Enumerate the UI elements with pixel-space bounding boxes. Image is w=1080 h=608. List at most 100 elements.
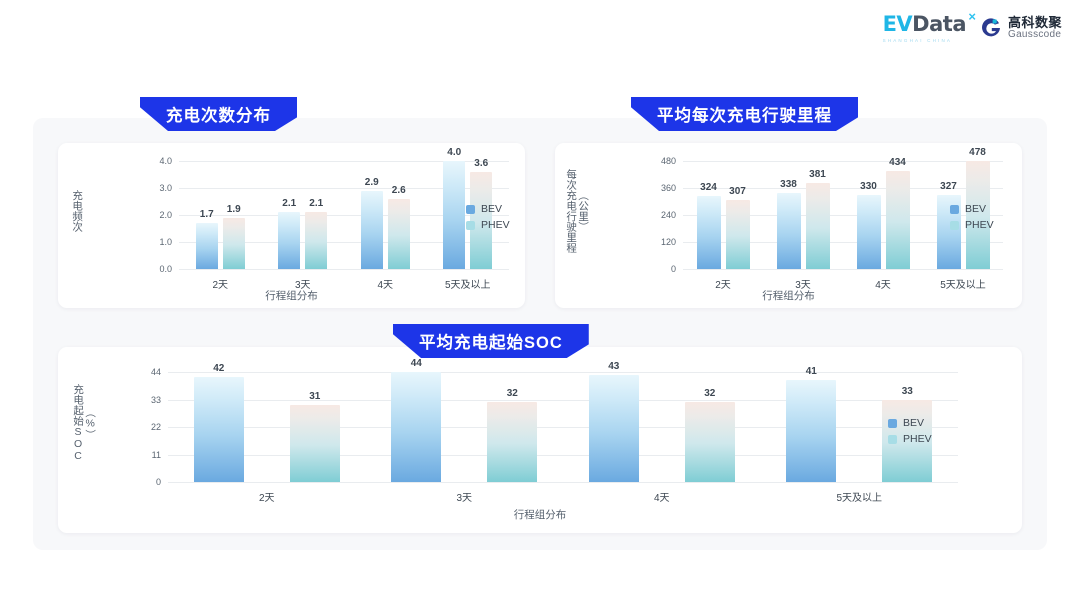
gridline bbox=[168, 482, 958, 483]
bar-bev-3 bbox=[443, 161, 466, 269]
plot-area-avg-start-soc: 0 11 22 33 44 42 31 2天 44 32 3天 43 32 4天 41 33 5天及以上 bbox=[151, 358, 958, 504]
x-axis-tick-label: 4天 bbox=[377, 280, 394, 291]
bar-value-label: 4.0 bbox=[447, 147, 462, 158]
bar-phev-2 bbox=[684, 402, 735, 482]
bar-bev-0 bbox=[195, 223, 218, 269]
gausscode-text: 高科数聚 Gausscode bbox=[1008, 16, 1062, 40]
gausscode-logo-icon bbox=[980, 17, 1002, 39]
bar-bev-1 bbox=[391, 372, 442, 482]
bar-value-label: 2.1 bbox=[282, 198, 297, 210]
gridline bbox=[179, 188, 509, 189]
x-axis-tick-label: 2天 bbox=[258, 493, 275, 504]
gridline bbox=[179, 215, 509, 216]
gridline bbox=[179, 269, 509, 270]
chart-card-avg-start-soc: 0 11 22 33 44 42 31 2天 44 32 3天 43 32 4天 41 33 5天及以上 充电起始… bbox=[58, 347, 1022, 533]
legend-label: BEV bbox=[481, 203, 503, 215]
bar-value-label: 43 bbox=[608, 360, 620, 372]
bar-value-label: 42 bbox=[213, 363, 225, 374]
x-axis-tick-label: 5天及以上 bbox=[444, 280, 491, 291]
x-axis-tick-label: 3天 bbox=[294, 280, 311, 291]
bar-value-label: 44 bbox=[410, 358, 422, 369]
evdata-wordmark: EVData bbox=[882, 12, 967, 36]
bar-bev-2 bbox=[360, 190, 383, 269]
bar-bev-2 bbox=[588, 374, 639, 482]
legend-item-phev[interactable]: PHEV bbox=[466, 219, 510, 231]
bar-value-label: 381 bbox=[809, 169, 826, 181]
bar-phev-0 bbox=[725, 199, 750, 269]
bar-value-label: 338 bbox=[780, 178, 797, 190]
legend-swatch-icon bbox=[950, 220, 959, 230]
gridline bbox=[168, 372, 958, 373]
y-axis-title-text: （%） bbox=[84, 406, 97, 440]
x-axis-tick-label: 5天及以上 bbox=[940, 280, 986, 291]
legend-label: PHEV bbox=[481, 219, 510, 231]
legend-label: BEV bbox=[965, 203, 987, 215]
bar-value-label: 31 bbox=[309, 390, 321, 402]
legend-item-phev[interactable]: PHEV bbox=[888, 433, 932, 445]
gridline bbox=[179, 161, 509, 162]
bar-value-label: 330 bbox=[860, 180, 877, 192]
y-axis-title: 充电起始SOC （%） bbox=[72, 377, 96, 469]
chart-card-charging-frequency: 0.0 1.0 2.0 3.0 4.0 1.7 1.9 2天 2.1 2.1 3天 2.9 2.6 4天 4… bbox=[58, 143, 525, 308]
bar-value-label: 2.6 bbox=[391, 184, 406, 196]
y-axis-title-text: 充电频次 bbox=[71, 190, 84, 232]
evdata-data-text: Data bbox=[912, 12, 966, 36]
evdata-ev-text: EV bbox=[882, 12, 913, 36]
legend-item-bev[interactable]: BEV bbox=[950, 203, 994, 215]
legend-label: PHEV bbox=[965, 219, 994, 231]
bar-value-label: 3.6 bbox=[474, 157, 489, 169]
bar-bev-0 bbox=[696, 196, 721, 269]
y-axis-tick-label: 240 bbox=[660, 210, 676, 220]
legend-label: BEV bbox=[903, 417, 925, 429]
gridline bbox=[683, 161, 1003, 162]
chart-title-banner-avg-mileage: 平均每次充电行驶里程 bbox=[631, 97, 858, 131]
bar-value-label: 434 bbox=[889, 157, 906, 169]
legend-swatch-icon bbox=[466, 204, 475, 214]
gausscode-cn-name: 高科数聚 bbox=[1007, 15, 1062, 31]
bar-value-label: 1.7 bbox=[199, 209, 214, 221]
y-axis-title-text: 每次充电行驶里程 bbox=[565, 169, 578, 253]
bar-phev-2 bbox=[885, 171, 910, 269]
legend-item-bev[interactable]: BEV bbox=[888, 417, 932, 429]
x-axis-tick-label: 3天 bbox=[456, 493, 473, 504]
bar-value-label: 2.9 bbox=[364, 176, 379, 188]
bar-value-label: 33 bbox=[901, 385, 913, 397]
bar-phev-3 bbox=[470, 171, 493, 269]
bar-phev-0 bbox=[222, 217, 245, 269]
bar-value-label: 327 bbox=[940, 181, 957, 193]
legend: BEV PHEV bbox=[888, 417, 932, 445]
y-axis-tick-label: 120 bbox=[660, 237, 676, 247]
legend-label: PHEV bbox=[903, 433, 932, 445]
bar-bev-0 bbox=[193, 377, 244, 482]
bar-phev-0 bbox=[289, 404, 340, 482]
plot-area-charging-frequency: 0.0 1.0 2.0 3.0 4.0 1.7 1.9 2天 2.1 2.1 3天 2.9 2.6 4天 4… bbox=[159, 147, 509, 291]
y-axis-tick-label: 44 bbox=[150, 367, 161, 377]
plot-area-avg-mileage-per-charge: 0 120 240 360 480 324 307 2天 338 381 3天 330 434 4天 327… bbox=[661, 147, 1003, 291]
legend-item-phev[interactable]: PHEV bbox=[950, 219, 994, 231]
bar-value-label: 478 bbox=[969, 147, 986, 159]
chart-title-banner-charging-frequency: 充电次数分布 bbox=[140, 97, 297, 131]
y-axis-tick-label: 0.0 bbox=[159, 264, 172, 274]
x-axis-title: 行程组分布 bbox=[513, 509, 567, 521]
bar-bev-2 bbox=[856, 194, 881, 269]
gausscode-logo: 高科数聚 Gausscode bbox=[980, 16, 1062, 40]
gausscode-en-name: Gausscode bbox=[1007, 29, 1062, 41]
y-axis-tick-label: 0 bbox=[670, 264, 676, 274]
legend: BEV PHEV bbox=[950, 203, 994, 231]
y-axis-tick-label: 1.0 bbox=[159, 237, 172, 247]
bar-phev-3 bbox=[965, 161, 990, 269]
y-axis-tick-label: 360 bbox=[660, 183, 676, 193]
legend-item-bev[interactable]: BEV bbox=[466, 203, 510, 215]
bar-value-label: 32 bbox=[506, 388, 518, 399]
gridline bbox=[683, 188, 1003, 189]
gridline bbox=[179, 242, 509, 243]
evdata-logo: EVData × SHANGHAI CHINA bbox=[882, 9, 976, 43]
bar-value-label: 307 bbox=[729, 185, 746, 197]
evdata-subtitle: SHANGHAI CHINA bbox=[882, 38, 953, 43]
x-axis-tick-label: 2天 bbox=[212, 280, 229, 291]
x-axis-title: 行程组分布 bbox=[762, 290, 815, 302]
bar-phev-2 bbox=[387, 198, 410, 269]
gridline bbox=[683, 215, 1003, 216]
gridline bbox=[683, 242, 1003, 243]
chart-title-text: 充电次数分布 bbox=[166, 107, 271, 125]
